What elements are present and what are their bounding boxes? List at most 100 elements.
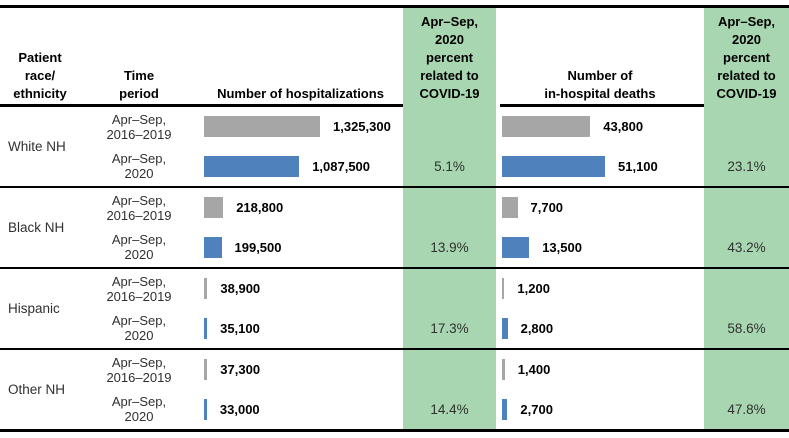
covid-percent-value: 13.9% bbox=[430, 239, 469, 255]
deaths-bar-2020 bbox=[502, 317, 508, 339]
deaths-bar-2016-2019 bbox=[502, 359, 505, 381]
hospitalizations-bar-2016-2019 bbox=[204, 278, 208, 300]
bar-value-label: 38,900 bbox=[220, 281, 261, 297]
bar-value-label: 35,100 bbox=[220, 320, 260, 336]
hospitalizations-bar-2016-2019 bbox=[204, 359, 208, 381]
bar-row: 37,300 bbox=[204, 350, 403, 390]
bar-row: 2,700 bbox=[502, 390, 704, 430]
covid-percent-hospitalizations-cell: 17.3% bbox=[403, 269, 496, 348]
race-label: Hispanic bbox=[8, 301, 60, 316]
time-period-label: Apr–Sep, 2016–2019 bbox=[106, 273, 172, 304]
covid-percent-hospitalizations-cell: 14.4% bbox=[403, 350, 496, 429]
time-period-cell: Apr–Sep, 2016–2019 Apr–Sep, 2020 bbox=[80, 269, 198, 348]
table-header-row: Patient race/ethnicity Time period Number … bbox=[0, 8, 789, 104]
group-separator-rule bbox=[0, 186, 789, 188]
time-period-label: Apr–Sep, 2016–2019 bbox=[106, 111, 172, 142]
hospitalizations-bars: 218,800 199,500 bbox=[198, 188, 403, 267]
deaths-bars: 1,400 2,700 bbox=[496, 350, 704, 429]
header-covid-percent-deaths: Apr–Sep, 2020 percent related to COVID-19 bbox=[716, 14, 777, 101]
hospitalizations-bar-2020 bbox=[204, 236, 222, 258]
bar-value-label: 218,800 bbox=[236, 200, 284, 216]
covid-percent-value: 47.8% bbox=[727, 401, 766, 417]
race-label: White NH bbox=[8, 139, 66, 154]
bar-row: 38,900 bbox=[204, 269, 403, 309]
bar-value-label: 37,300 bbox=[220, 362, 261, 378]
group-separator-rule bbox=[0, 348, 789, 350]
empty-cell bbox=[704, 269, 789, 309]
covid-percent-hospitalizations-cell: 5.1% bbox=[403, 107, 496, 186]
time-period-label: Apr–Sep, 2016–2019 bbox=[106, 192, 172, 223]
hospitalizations-bars: 1,325,300 1,087,500 bbox=[198, 107, 403, 186]
header-bottom-rule-right bbox=[500, 104, 704, 107]
hospitalizations-bar-2020 bbox=[204, 155, 300, 177]
empty-cell bbox=[403, 107, 496, 147]
race-group-row: Hispanic Apr–Sep, 2016–2019 Apr–Sep, 2020 38,… bbox=[0, 269, 789, 348]
covid-percent-value: 58.6% bbox=[727, 320, 766, 336]
bar-row: 13,500 bbox=[502, 228, 704, 268]
bar-row: 199,500 bbox=[204, 228, 403, 268]
hospitalizations-bar-2020 bbox=[204, 317, 208, 339]
deaths-bars: 7,700 13,500 bbox=[496, 188, 704, 267]
covid-percent-value: 43.2% bbox=[727, 239, 766, 255]
bottom-border-rule bbox=[0, 429, 789, 432]
deaths-bars: 43,800 51,100 bbox=[496, 107, 704, 186]
empty-cell bbox=[403, 269, 496, 309]
deaths-bar-2020 bbox=[502, 155, 605, 177]
bar-value-label: 1,087,500 bbox=[312, 158, 371, 174]
empty-cell bbox=[403, 188, 496, 228]
race-label: Black NH bbox=[8, 220, 65, 235]
bar-value-label: 51,100 bbox=[618, 158, 658, 174]
covid-percent-value: 17.3% bbox=[430, 320, 469, 336]
covid-percent-value: 14.4% bbox=[430, 401, 469, 417]
bar-value-label: 33,000 bbox=[219, 401, 260, 417]
bar-row: 2,800 bbox=[502, 309, 704, 349]
time-period-cell: Apr–Sep, 2016–2019 Apr–Sep, 2020 bbox=[80, 188, 198, 267]
time-period-label: Apr–Sep, 2016–2019 bbox=[106, 354, 172, 385]
covid-percent-value: 23.1% bbox=[727, 158, 766, 174]
race-group-row: Other NH Apr–Sep, 2016–2019 Apr–Sep, 2020 37,… bbox=[0, 350, 789, 429]
bar-row: 1,325,300 bbox=[204, 107, 403, 147]
bar-value-label: 1,400 bbox=[517, 362, 551, 378]
bar-row: 43,800 bbox=[502, 107, 704, 147]
covid-percent-hospitalizations-cell: 13.9% bbox=[403, 188, 496, 267]
empty-cell bbox=[704, 188, 789, 228]
time-period-cell: Apr–Sep, 2016–2019 Apr–Sep, 2020 bbox=[80, 350, 198, 429]
deaths-bars: 1,200 2,800 bbox=[496, 269, 704, 348]
time-period-label: Apr–Sep, 2020 bbox=[111, 151, 167, 182]
bar-row: 33,000 bbox=[204, 390, 403, 430]
header-bottom-rule-left bbox=[0, 104, 403, 107]
bar-row: 7,700 bbox=[502, 188, 704, 228]
empty-cell bbox=[403, 350, 496, 390]
hospitalizations-bars: 38,900 35,100 bbox=[198, 269, 403, 348]
time-period-label: Apr–Sep, 2020 bbox=[111, 394, 167, 425]
empty-cell bbox=[704, 107, 789, 147]
covid-percent-value: 5.1% bbox=[434, 158, 465, 174]
bar-value-label: 7,700 bbox=[530, 200, 564, 216]
covid-percent-deaths-cell: 47.8% bbox=[704, 350, 789, 429]
deaths-bar-2016-2019 bbox=[502, 278, 505, 300]
time-period-label: Apr–Sep, 2020 bbox=[111, 232, 167, 263]
bar-row: 218,800 bbox=[204, 188, 403, 228]
bar-row: 35,100 bbox=[204, 309, 403, 349]
bar-value-label: 13,500 bbox=[542, 239, 582, 255]
bar-value-label: 43,800 bbox=[603, 119, 644, 135]
bar-row: 51,100 bbox=[502, 147, 704, 187]
race-group-row: Black NH Apr–Sep, 2016–2019 Apr–Sep, 2020 218… bbox=[0, 188, 789, 267]
empty-cell bbox=[704, 350, 789, 390]
group-separator-rule bbox=[0, 267, 789, 269]
race-label: Other NH bbox=[8, 382, 66, 397]
bar-value-label: 1,325,300 bbox=[333, 119, 391, 135]
covid-percent-deaths-cell: 58.6% bbox=[704, 269, 789, 348]
deaths-bar-2016-2019 bbox=[502, 197, 518, 219]
hospitalizations-bar-2020 bbox=[204, 398, 207, 420]
hospitalizations-bar-2016-2019 bbox=[204, 197, 224, 219]
covid-percent-column-band-deaths bbox=[704, 8, 789, 429]
bar-row: 1,087,500 bbox=[204, 147, 403, 187]
deaths-bar-2020 bbox=[502, 236, 530, 258]
hospitalizations-bar-2016-2019 bbox=[204, 116, 320, 138]
bar-row: 1,200 bbox=[502, 269, 704, 309]
header-number-of-hospitalizations: Number of hospitalizations bbox=[217, 86, 384, 101]
bar-value-label: 2,700 bbox=[520, 401, 553, 417]
